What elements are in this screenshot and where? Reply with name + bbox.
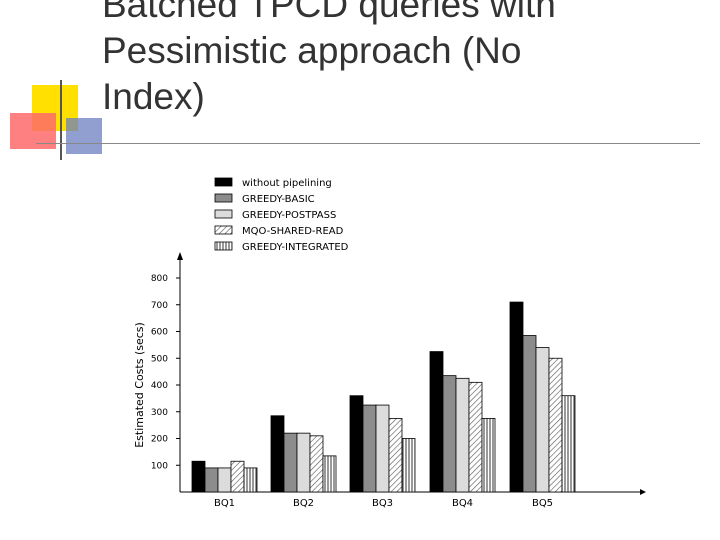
legend-swatch bbox=[214, 225, 233, 235]
x-tick-label: BQ3 bbox=[372, 498, 393, 509]
bar-bq5-greedy-integrated bbox=[561, 395, 576, 493]
bar-bq5-greedy-postpass bbox=[535, 347, 550, 493]
bar-bq3-without-pipelining bbox=[349, 395, 364, 493]
bar-bq3-greedy-postpass bbox=[375, 404, 390, 493]
y-tick-label: 100 bbox=[151, 461, 168, 471]
bar-bq1-greedy-basic bbox=[204, 467, 219, 493]
bar-bq2-greedy-basic bbox=[283, 432, 298, 493]
x-tick-label: BQ2 bbox=[293, 498, 314, 509]
legend-label: MQO-SHARED-READ bbox=[242, 226, 344, 237]
legend-label: GREEDY-INTEGRATED bbox=[242, 242, 349, 253]
deco-vertical-line bbox=[60, 80, 62, 160]
legend-label: without pipelining bbox=[242, 178, 332, 189]
bar-bq4-greedy-postpass bbox=[455, 377, 470, 493]
bar-bq5-mqo-shared-read bbox=[548, 357, 563, 493]
bar-bq5-without-pipelining bbox=[509, 301, 524, 493]
bar-bq1-mqo-shared-read bbox=[230, 460, 245, 493]
bar-bq4-greedy-integrated bbox=[481, 418, 496, 493]
slide-title-line-1: Batched TPCD queries with bbox=[102, 0, 556, 25]
y-axis-label: Estimated Costs (secs) bbox=[133, 322, 146, 448]
y-tick-label: 200 bbox=[151, 435, 168, 445]
legend-swatch bbox=[214, 241, 233, 251]
deco-horizontal-line bbox=[36, 143, 700, 144]
deco-blue-square bbox=[66, 118, 102, 154]
bar-bq1-greedy-postpass bbox=[217, 467, 232, 493]
slide-title-line-2: Pessimistic approach (No bbox=[102, 30, 522, 71]
bar-bq3-greedy-integrated bbox=[401, 438, 416, 493]
x-axis-arrow bbox=[640, 489, 646, 495]
bar-bq2-greedy-integrated bbox=[322, 455, 337, 493]
bar-bq1-greedy-integrated bbox=[243, 467, 258, 493]
bar-bq2-mqo-shared-read bbox=[309, 435, 324, 493]
slide-title-line-3: Index) bbox=[102, 76, 205, 117]
legend-swatch bbox=[214, 177, 233, 187]
legend-label: GREEDY-BASIC bbox=[242, 194, 315, 205]
y-tick-label: 400 bbox=[151, 381, 168, 391]
chart-bars: BQ1 BQ2 BQ3 BQ4 BQ5 bbox=[191, 301, 576, 509]
y-tick-label: 700 bbox=[151, 301, 168, 311]
bar-bq4-mqo-shared-read bbox=[468, 381, 483, 493]
legend-swatch bbox=[214, 209, 233, 219]
legend-swatch bbox=[214, 193, 233, 203]
x-tick-label: BQ4 bbox=[452, 498, 473, 509]
bar-bq1-without-pipelining bbox=[191, 460, 206, 493]
legend-label: GREEDY-POSTPASS bbox=[242, 210, 336, 221]
x-tick-label: BQ5 bbox=[532, 498, 553, 509]
bar-bq3-mqo-shared-read bbox=[388, 418, 403, 493]
chart-legend: without pipelining GREEDY-BASIC GREEDY-POS… bbox=[214, 177, 349, 253]
bar-bq4-greedy-basic bbox=[442, 375, 457, 493]
y-tick-label: 600 bbox=[151, 328, 168, 338]
bar-bq5-greedy-basic bbox=[522, 335, 537, 493]
bar-bq2-without-pipelining bbox=[270, 415, 285, 493]
bar-bq3-greedy-basic bbox=[362, 404, 377, 493]
y-axis-arrow bbox=[177, 252, 183, 260]
slide-title: Batched TPCD queries with Pessimistic ap… bbox=[102, 0, 702, 120]
bar-bq4-without-pipelining bbox=[429, 351, 444, 493]
bar-bq2-greedy-postpass bbox=[296, 432, 311, 493]
y-tick-label: 300 bbox=[151, 408, 168, 418]
x-tick-label: BQ1 bbox=[214, 498, 235, 509]
y-tick-label: 800 bbox=[151, 274, 168, 284]
y-tick-label: 500 bbox=[151, 354, 168, 364]
